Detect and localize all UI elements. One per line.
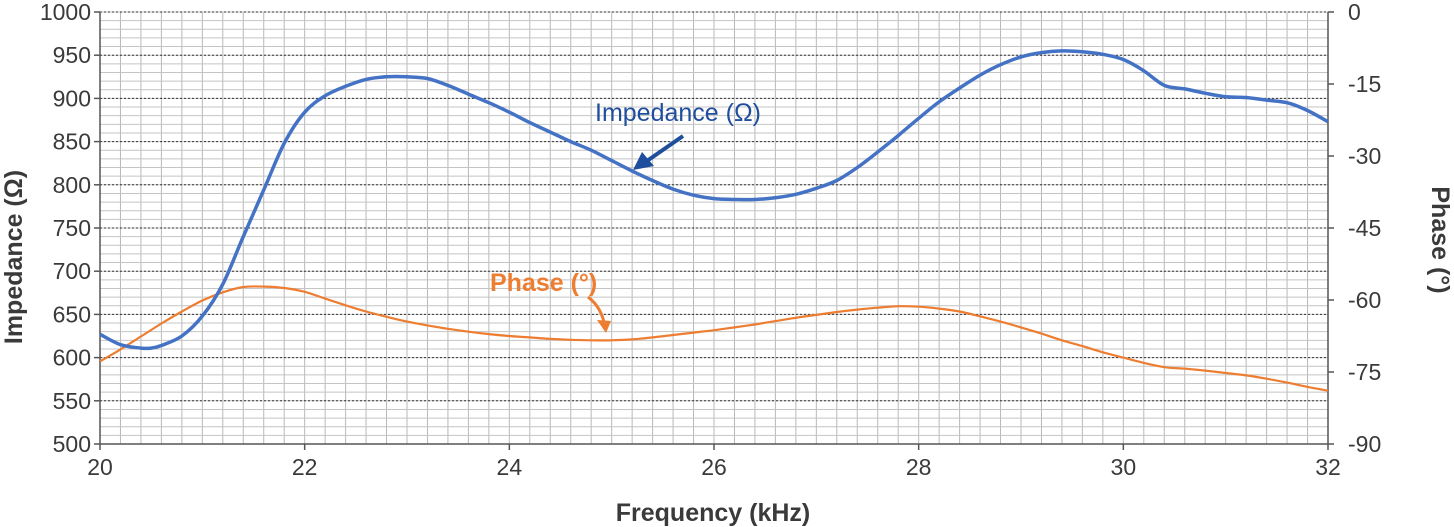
left-tick-label: 600	[53, 345, 91, 371]
impedance-arrow	[642, 134, 685, 165]
phase-annotation-label: Phase (°)	[490, 269, 597, 297]
x-tick-label: 26	[701, 454, 727, 480]
left-tick-label: 550	[53, 388, 91, 414]
impedance-annotation: Impedance (Ω)	[595, 99, 761, 170]
right-tick-label: 0	[1348, 0, 1361, 25]
impedance-line	[99, 49, 1329, 351]
grid	[99, 11, 1329, 445]
phase-arrowhead	[597, 320, 611, 333]
impedance-annotation-label: Impedance (Ω)	[595, 99, 761, 127]
right-tick-label: -15	[1348, 71, 1381, 97]
left-tick-label: 750	[53, 215, 91, 241]
right-tick-label: -75	[1348, 359, 1381, 385]
left-tick-label: 650	[53, 301, 91, 327]
left-tick-label: 850	[53, 129, 91, 155]
phase-annotation: Phase (°)	[490, 269, 611, 333]
right-tick-label: -60	[1348, 287, 1381, 313]
x-tick-label: 30	[1111, 454, 1137, 480]
left-tick-label: 800	[53, 172, 91, 198]
left-tick-label: 950	[53, 42, 91, 68]
left-tick-label: 1000	[40, 0, 91, 25]
right-tick-label: -30	[1348, 143, 1381, 169]
x-axis-title: Frequency (kHz)	[616, 499, 810, 527]
left-axis-title: Impedance (Ω)	[0, 170, 28, 344]
left-tick-label: 900	[53, 85, 91, 111]
right-tick-label: -45	[1348, 215, 1381, 241]
x-tick-label: 32	[1315, 454, 1341, 480]
x-tick-label: 28	[906, 454, 932, 480]
right-tick-label: -90	[1348, 431, 1381, 457]
x-tick-label: 20	[87, 454, 113, 480]
impedance-arrowhead	[633, 152, 654, 170]
x-tick-label: 22	[292, 454, 318, 480]
right-axis-ticks: -90 -75 -60 -45 -30 -15 0	[1328, 0, 1381, 457]
series-layer	[99, 49, 1329, 392]
x-tick-label: 24	[497, 454, 523, 480]
phase-arrow	[587, 295, 606, 323]
right-axis-title: Phase (°)	[1426, 186, 1454, 293]
x-axis-ticks: 20 22 24 26 28 30 32	[87, 444, 1341, 480]
left-tick-label: 500	[53, 431, 91, 457]
left-tick-label: 700	[53, 258, 91, 284]
left-axis-ticks: 500 550 600 650 700 750 800 850 900 950 1000	[40, 0, 100, 457]
phase-line	[99, 285, 1329, 392]
